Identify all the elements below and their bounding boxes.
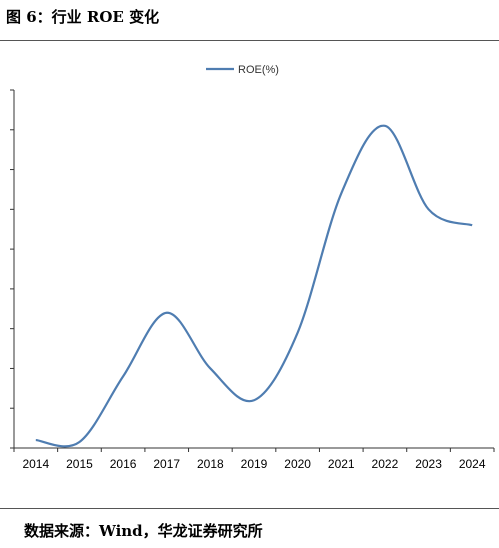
x-tick-label: 2024: [459, 457, 486, 471]
x-tick-label: 2018: [197, 457, 224, 471]
series-line-roe: [35, 124, 473, 448]
top-divider: [0, 40, 499, 41]
bottom-divider: [0, 508, 499, 509]
x-tick-label: 2022: [372, 457, 399, 471]
figure-title: 图 6：行业 ROE 变化: [6, 8, 160, 26]
x-tick-label: 2014: [22, 457, 49, 471]
chart-series: [35, 124, 473, 448]
x-tick-label: 2020: [284, 457, 311, 471]
x-tick-label: 2021: [328, 457, 355, 471]
x-tick-label: 2015: [66, 457, 93, 471]
x-tick-label: 2016: [110, 457, 137, 471]
chart-legend: ROE(%): [206, 64, 279, 76]
x-axis-ticks: 2014 2015 2016 2017 2018 2019 2020 2021 2022 2023…: [13, 448, 495, 471]
legend-label: ROE(%): [238, 64, 279, 76]
x-tick-label: 2017: [153, 457, 180, 471]
chart-axes: [10, 89, 494, 449]
x-tick-label: 2019: [241, 457, 268, 471]
x-tick-label: 2023: [415, 457, 442, 471]
source-note: 数据来源：Wind，华龙证券研究所: [24, 522, 263, 540]
roe-line-chart: ROE(%) 2014 2015 2016 2017 2018 2019 2020 2021 2…: [10, 64, 495, 471]
